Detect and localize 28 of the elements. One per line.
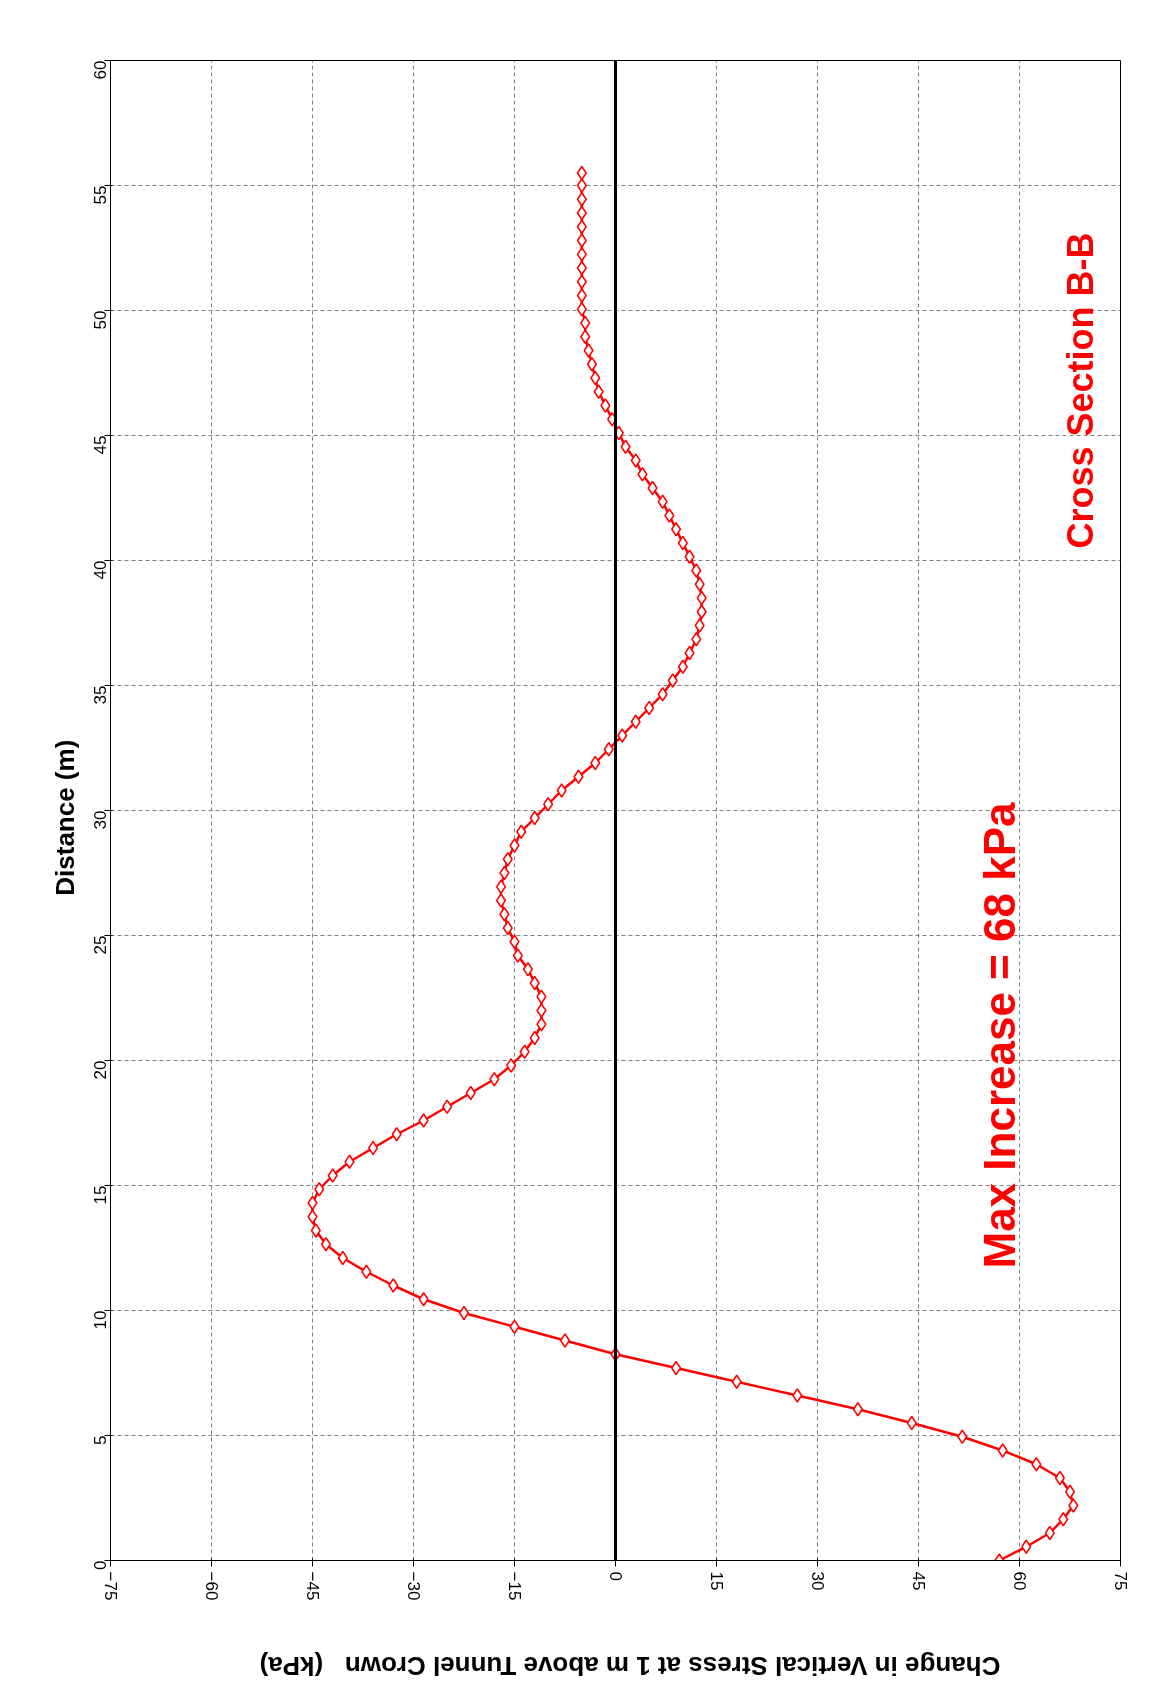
y-axis-title: Distance (m) [49, 739, 80, 896]
x-tick-label: 75 [1110, 1571, 1130, 1591]
y-tick-label: 10 [90, 1310, 110, 1330]
y-tick-label: 15 [90, 1185, 110, 1205]
y-tick-label: 45 [90, 435, 110, 455]
y-tick-label: 25 [90, 935, 110, 955]
y-tick-label: 55 [90, 185, 110, 205]
x-tick-label: −45 [302, 1571, 322, 1601]
x-tick-label: −75 [100, 1571, 120, 1601]
y-tick-label: 40 [90, 560, 110, 580]
x-tick-label: 30 [807, 1571, 827, 1591]
y-tick-label: 0 [90, 1560, 110, 1570]
y-tick-label: 5 [90, 1435, 110, 1445]
y-tick-label: 35 [90, 685, 110, 705]
y-tick-label: 30 [90, 810, 110, 830]
x-tick-label: 45 [908, 1571, 928, 1591]
x-axis-title: Change in Vertical Stress at 1 m above Tunnel Crown (kPa) [259, 1649, 1001, 1683]
x-tick-label: −30 [403, 1571, 423, 1601]
y-tick-label: 60 [90, 60, 110, 80]
x-tick-label: −15 [504, 1571, 524, 1601]
x-tick-label: 60 [1009, 1571, 1029, 1591]
x-tick-label: −60 [201, 1571, 221, 1601]
y-tick-label: 50 [90, 310, 110, 330]
annotation: Max Increase = 68 kPa [974, 801, 1024, 1269]
annotation: Cross Section B-B [1059, 232, 1101, 549]
x-tick-label: 15 [706, 1571, 726, 1591]
x-tick-label: 0 [605, 1571, 625, 1581]
y-tick-label: 20 [90, 1060, 110, 1080]
